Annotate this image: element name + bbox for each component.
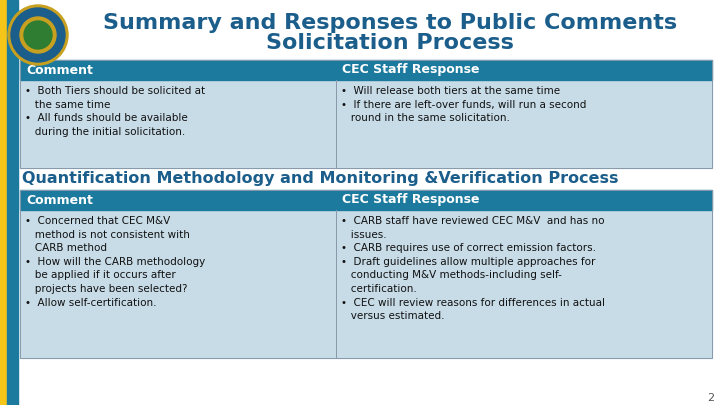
Bar [7, 0, 18, 405]
Bar [20, 80, 336, 168]
Text: •  Concerned that CEC M&V
   method is not consistent with
   CARB method
•  How: • Concerned that CEC M&V method is not c… [25, 216, 205, 308]
Text: Solicitation Process: Solicitation Process [266, 33, 514, 53]
Circle shape [11, 8, 65, 62]
Bar [20, 210, 336, 358]
Bar [336, 210, 712, 358]
Text: Quantification Methodology and Monitoring &Verification Process: Quantification Methodology and Monitorin… [22, 171, 618, 186]
Bar [20, 60, 712, 80]
Bar [20, 60, 712, 168]
Text: •  CARB staff have reviewed CEC M&V  and has no
   issues.
•  CARB requires use : • CARB staff have reviewed CEC M&V and h… [341, 216, 605, 321]
Bar [0, 0, 7, 405]
Circle shape [24, 21, 52, 49]
Text: •  Will release both tiers at the same time
•  If there are left-over funds, wil: • Will release both tiers at the same ti… [341, 86, 586, 123]
Text: 2: 2 [707, 393, 714, 403]
Circle shape [8, 5, 68, 65]
Text: CEC Staff Response: CEC Staff Response [342, 64, 480, 77]
Bar [20, 190, 712, 210]
Text: Comment: Comment [26, 194, 93, 207]
Circle shape [20, 17, 56, 53]
Text: •  Both Tiers should be solicited at
   the same time
•  All funds should be ava: • Both Tiers should be solicited at the … [25, 86, 205, 137]
Bar [20, 190, 712, 358]
Text: Comment: Comment [26, 64, 93, 77]
Bar [336, 80, 712, 168]
Text: Summary and Responses to Public Comments: Summary and Responses to Public Comments [103, 13, 677, 33]
Text: CEC Staff Response: CEC Staff Response [342, 194, 480, 207]
